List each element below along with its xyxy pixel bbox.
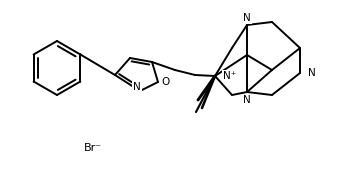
Text: N⁺: N⁺ [223, 71, 236, 81]
Text: N: N [243, 13, 251, 23]
Text: N: N [243, 95, 251, 105]
Text: N: N [133, 82, 141, 92]
Text: Br⁻: Br⁻ [84, 143, 102, 153]
Text: O: O [161, 77, 169, 87]
Text: N: N [308, 68, 316, 78]
